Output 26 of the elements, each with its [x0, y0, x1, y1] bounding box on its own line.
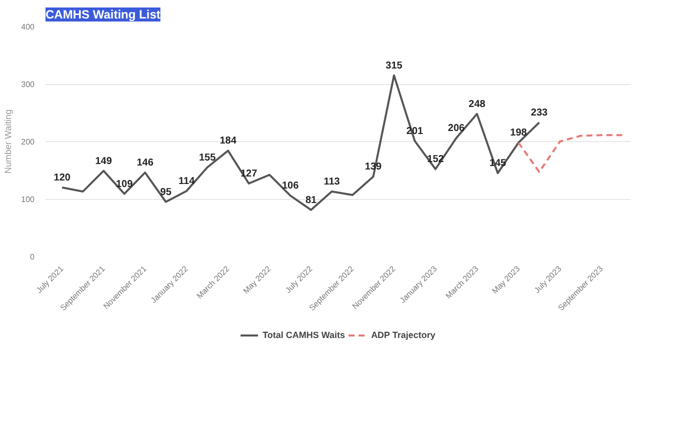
data-label: 233 — [530, 108, 548, 119]
data-label: 248 — [468, 98, 486, 110]
data-label: 149 — [95, 156, 112, 167]
data-label: 114 — [178, 176, 196, 187]
data-label: 198 — [510, 128, 528, 139]
data-label: 315 — [386, 60, 403, 72]
y-tick-label: 0 — [30, 252, 36, 262]
data-label: 109 — [116, 178, 134, 190]
data-label: 146 — [136, 158, 154, 169]
chart-title: CAMHS Waiting List — [46, 8, 160, 22]
y-axis-title: Number Waiting — [3, 109, 14, 174]
y-tick-label: 400 — [21, 22, 36, 32]
y-tick-label: 100 — [21, 195, 36, 204]
y-tick-label: 200 — [21, 138, 36, 146]
data-label: 206 — [448, 123, 466, 134]
data-label: 155 — [198, 152, 216, 164]
line-series — [517, 134, 624, 173]
data-label: 113 — [324, 176, 340, 188]
data-label: 120 — [54, 172, 71, 184]
data-label: 184 — [220, 136, 237, 147]
data-label: 106 — [282, 180, 300, 192]
data-label: 95 — [160, 186, 172, 198]
y-tick-label: 300 — [21, 80, 36, 89]
legend-label: ADP Trajectory — [371, 330, 436, 340]
data-label: 81 — [305, 194, 318, 206]
legend-label: Total CAMHS Waits — [262, 330, 346, 340]
